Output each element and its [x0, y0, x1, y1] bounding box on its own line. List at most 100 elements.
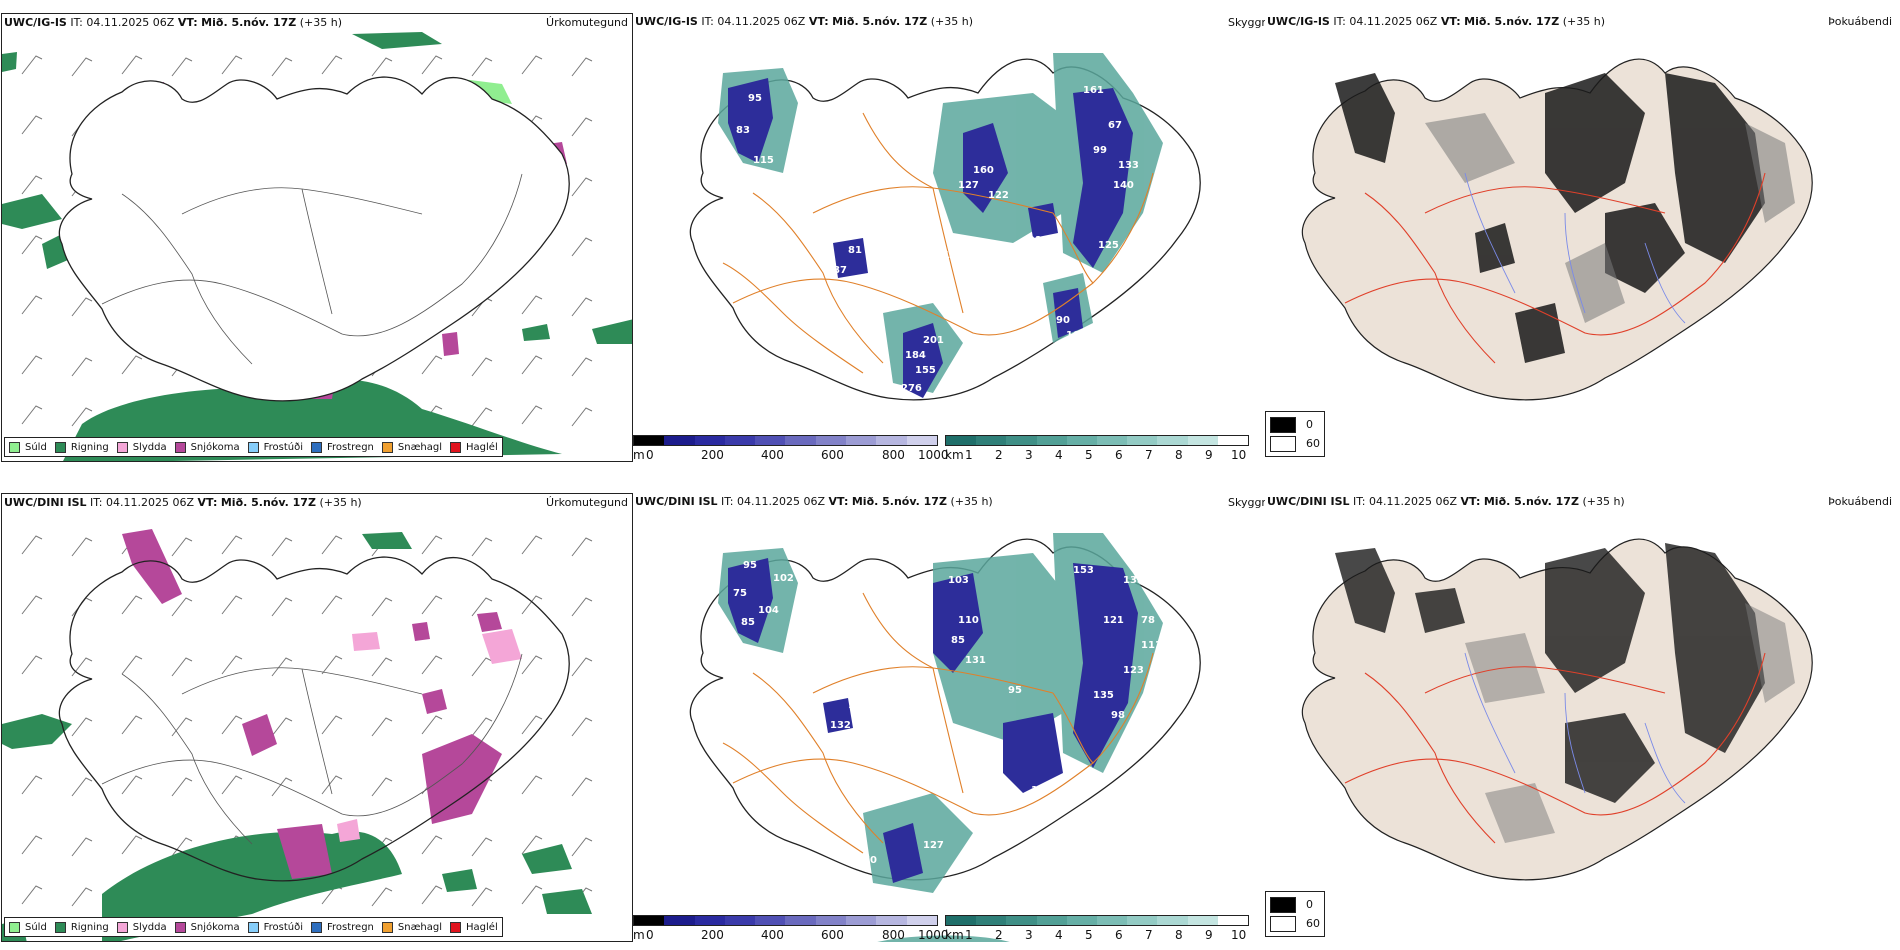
- map-label: 78: [1141, 615, 1155, 626]
- colorbar-cell: [1157, 436, 1188, 445]
- map-label: 107: [1066, 330, 1087, 341]
- legend-item: Haglél: [450, 921, 498, 933]
- map-label: 103: [948, 575, 969, 586]
- map-label: 87: [833, 265, 847, 276]
- panel-title: Skyggni: [1228, 496, 1265, 509]
- colorbar-cell: [1127, 916, 1158, 925]
- colorbar-cell: [1217, 916, 1249, 925]
- fog-index-map: [1301, 538, 1813, 881]
- ceiling-ticks: 0 200 400 600 800 1000: [646, 928, 949, 942]
- tick-label: 1000: [918, 448, 949, 462]
- legend-item: Frostregn: [311, 921, 374, 933]
- rivers: [1464, 172, 1686, 324]
- fog-legend-row: 60: [1270, 914, 1320, 933]
- legend-swatch: [116, 921, 128, 933]
- tick-label: 8: [1175, 928, 1183, 942]
- tick-label: 4: [1055, 448, 1063, 462]
- fog-legend-row: 60: [1270, 434, 1320, 453]
- precip-type-panel-dini: UWC/DINI ISL IT: 04.11.2025 06Z VT: Mið.…: [1, 493, 633, 942]
- iceland-coastline: [58, 76, 570, 402]
- map-label: 135: [1123, 575, 1144, 586]
- visibility-unit: km: [945, 928, 964, 942]
- map-label: 121: [1103, 615, 1124, 626]
- legend-item: Snjókoma: [174, 441, 240, 453]
- map-label: 201: [923, 335, 944, 346]
- legend-swatch: [247, 921, 259, 933]
- ceiling-value-labels: 133 95 104 102 75 85 103 153 135 121 78 …: [728, 540, 1162, 866]
- legend-item: Slydda: [116, 441, 167, 453]
- map-label: 98: [1111, 710, 1125, 721]
- legend-swatch: [9, 441, 20, 453]
- legend-swatch: [311, 441, 322, 453]
- visibility-ticks: 1 2 3 4 5 6 7 8 9 10: [965, 448, 1255, 462]
- ceiling-visibility-panel-dini: UWC/DINI ISL IT: 04.11.2025 06Z VT: Mið.…: [633, 493, 1265, 942]
- sleet-areas: [337, 629, 522, 842]
- ceiling-areas: [728, 558, 1138, 883]
- precip-type-map: [2, 32, 632, 461]
- panel-header: UWC/DINI ISL IT: 04.11.2025 06Z VT: Mið.…: [1267, 495, 1625, 508]
- map-label: 140: [1113, 180, 1134, 191]
- map-label: 110: [1031, 785, 1052, 796]
- map-label: 110: [958, 615, 979, 626]
- panel-header: UWC/DINI ISL IT: 04.11.2025 06Z VT: Mið.…: [635, 495, 993, 508]
- tick-label: 10: [1231, 448, 1247, 462]
- map-label: 276: [901, 383, 922, 394]
- tick-label: 0: [646, 448, 654, 462]
- roads: [101, 653, 523, 845]
- fog-swatch: [1270, 915, 1296, 932]
- colorbar-cell: [1157, 916, 1188, 925]
- map-label: 161: [1083, 85, 1104, 96]
- tick-label: 600: [821, 928, 844, 942]
- colorbar-cell: [694, 916, 725, 925]
- legend-swatch: [174, 921, 186, 933]
- legend-swatch: [174, 441, 186, 453]
- colorbar-cell: [724, 436, 756, 445]
- tick-label: 400: [761, 928, 784, 942]
- colorbar-cell: [724, 916, 756, 925]
- colorbar-cell: [846, 436, 877, 445]
- tick-label: 7: [1145, 928, 1153, 942]
- panel-header: UWC/IG-IS IT: 04.11.2025 06Z VT: Mið. 5.…: [1267, 15, 1606, 28]
- legend-item: Súld: [9, 921, 47, 933]
- tick-label: 3: [1025, 928, 1033, 942]
- legend-item: Snæhagl: [381, 441, 442, 453]
- colorbar-cell: [1187, 916, 1218, 925]
- ceiling-value-labels: 82 95 83 115 161 67 99 160 133 122 127 1…: [728, 60, 1139, 394]
- map-label: 115: [753, 155, 774, 166]
- legend-item: Rigning: [54, 441, 109, 453]
- fog-legend: 0 60: [1265, 411, 1325, 457]
- map-label: 133: [728, 540, 749, 551]
- fog-dark-areas: [1335, 73, 1765, 363]
- tick-label: 6: [1115, 448, 1123, 462]
- colorbar-cell: [1006, 436, 1037, 445]
- roads: [101, 173, 523, 365]
- colorbar-cell: [664, 916, 695, 925]
- visibility-colorbar: [945, 435, 1249, 446]
- ceiling-ticks: 0 200 400 600 800 1000: [646, 448, 949, 462]
- fog-index-panel-dini: UWC/DINI ISL IT: 04.11.2025 06Z VT: Mið.…: [1265, 493, 1900, 942]
- tick-label: 200: [701, 448, 724, 462]
- tick-label: 1000: [918, 928, 949, 942]
- map-label: 127: [923, 840, 944, 851]
- legend-swatch: [54, 921, 66, 933]
- map-label: 127: [958, 180, 979, 191]
- colorbar-cell: [815, 916, 847, 925]
- tick-label: 10: [1231, 928, 1247, 942]
- tick-label: 800: [882, 448, 905, 462]
- colorbar-cell: [976, 436, 1007, 445]
- map-label: 122: [988, 190, 1009, 201]
- map-label: 81: [848, 245, 862, 256]
- colorbar-cell: [755, 436, 786, 445]
- ceiling-unit: m: [633, 448, 645, 462]
- colorbar-cell: [634, 916, 665, 925]
- colorbar-cell: [785, 436, 816, 445]
- map-label: 70: [863, 855, 877, 866]
- panel-header: UWC/IG-IS IT: 04.11.2025 06Z VT: Mið. 5.…: [635, 15, 974, 28]
- legend-swatch: [247, 441, 259, 453]
- tick-label: 2: [995, 928, 1003, 942]
- map-label: 99: [1093, 145, 1107, 156]
- map-label: 155: [915, 365, 936, 376]
- map-label: 95: [748, 93, 762, 104]
- legend-item: Snæhagl: [381, 921, 442, 933]
- map-label: 132: [830, 720, 851, 731]
